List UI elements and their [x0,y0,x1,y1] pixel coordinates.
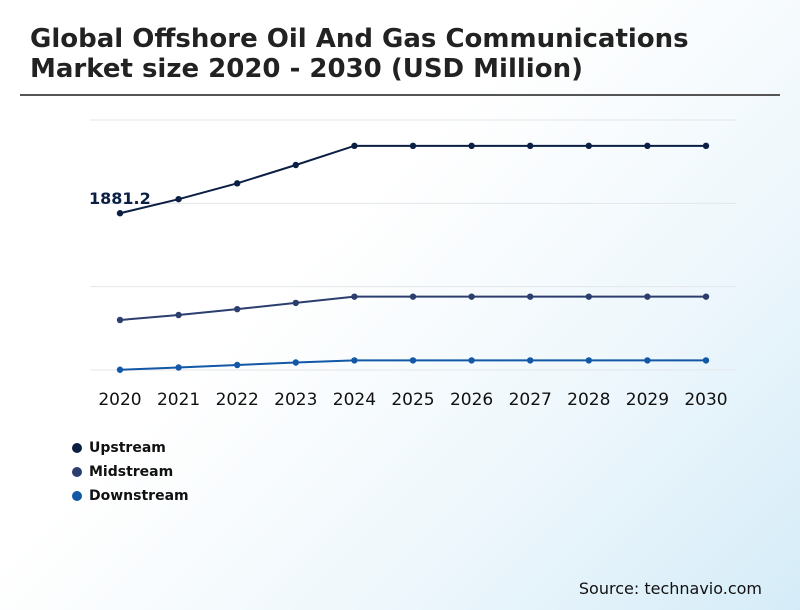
chart-title: Global Offshore Oil And Gas Communicatio… [30,24,689,84]
data-point-upstream [702,142,710,150]
data-point-midstream [527,293,534,300]
data-point-downstream [468,357,475,364]
data-point-upstream [292,161,299,169]
legend-label-midstream: Midstream [89,464,174,480]
data-point-upstream [234,180,241,187]
data-point-upstream [175,195,182,203]
data-label: 1881.2 [89,189,151,208]
data-point-downstream [644,357,651,364]
data-point-upstream [351,142,358,150]
data-point-midstream [468,293,475,300]
data-point-upstream [527,142,534,150]
data-point-downstream [527,357,534,364]
legend-label-downstream: Downstream [89,488,189,504]
x-tick-label: 2028 [567,390,610,410]
data-point-downstream [292,359,299,366]
x-tick-label: 2029 [626,390,669,410]
data-point-downstream [175,364,182,371]
data-point-upstream [644,142,651,150]
data-point-upstream [409,142,417,150]
legend-item-upstream: Upstream [72,436,189,460]
data-point-downstream [409,357,417,364]
x-tick-label: 2023 [274,390,317,410]
legend-marker-upstream [72,443,82,453]
data-point-midstream [409,293,417,300]
title-divider [20,94,780,96]
legend-item-downstream: Downstream [72,484,189,508]
legend-item-midstream: Midstream [72,460,189,484]
data-point-downstream [702,357,710,364]
x-tick-label: 2020 [98,390,141,410]
data-point-downstream [234,361,241,369]
x-tick-label: 2026 [450,390,493,410]
data-point-midstream [292,299,299,307]
x-tick-label: 2021 [157,390,200,410]
data-point-midstream [351,293,358,300]
data-point-downstream [116,366,124,373]
line-chart: 2020 2021 2022 2023 2024 2025 2026 2027 2028 2029… [89,119,736,410]
legend-marker-downstream [72,491,82,501]
data-point-midstream [585,293,592,300]
legend-label-upstream: Upstream [89,440,166,456]
data-point-upstream [116,210,124,217]
data-point-midstream [175,311,182,319]
x-tick-label: 2030 [684,390,727,410]
x-tick-label: 2024 [333,390,376,410]
data-point-downstream [585,357,592,364]
data-point-upstream [585,142,592,150]
data-point-midstream [702,293,710,300]
legend-marker-midstream [72,467,82,477]
data-point-midstream [644,293,651,300]
data-point-midstream [234,305,241,313]
data-point-downstream [351,357,358,364]
x-tick-label: 2027 [509,390,552,410]
x-tick-label: 2022 [216,390,259,410]
series-line-midstream [119,295,706,321]
legend: Upstream Midstream Downstream [72,436,189,508]
source-credit: Source: technavio.com [578,579,762,598]
data-point-midstream [116,316,124,324]
data-point-upstream [468,142,475,150]
x-tick-label: 2025 [391,390,434,410]
